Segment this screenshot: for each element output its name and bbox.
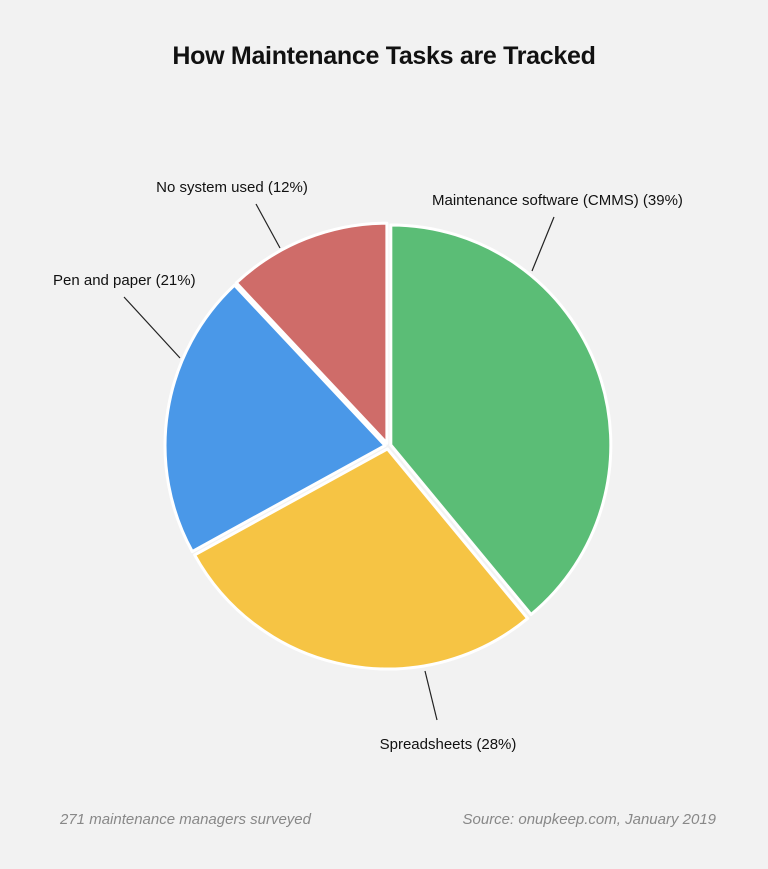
sample-size-note: 271 maintenance managers surveyed — [60, 811, 311, 828]
leader-lines — [123, 203, 555, 721]
pie-slice — [163, 283, 387, 554]
leader-line — [531, 216, 555, 272]
slice-label: Spreadsheets (28%) — [380, 736, 517, 753]
pie-slices — [163, 221, 613, 671]
slice-label: No system used (12%) — [156, 179, 308, 196]
leader-line — [123, 296, 181, 359]
chart-title: How Maintenance Tasks are Tracked — [172, 42, 596, 70]
slice-label: Maintenance software (CMMS) (39%) — [432, 192, 683, 209]
source-note: Source: onupkeep.com, January 2019 — [462, 811, 717, 828]
pie-slice — [234, 221, 389, 445]
leader-line — [424, 670, 438, 721]
pie-slice — [389, 223, 613, 616]
leader-line — [255, 203, 281, 249]
slice-label: Pen and paper (21%) — [53, 272, 196, 289]
pie-slice — [193, 447, 530, 671]
slice-labels: Maintenance software (CMMS) (39%) Spreads… — [53, 179, 683, 753]
